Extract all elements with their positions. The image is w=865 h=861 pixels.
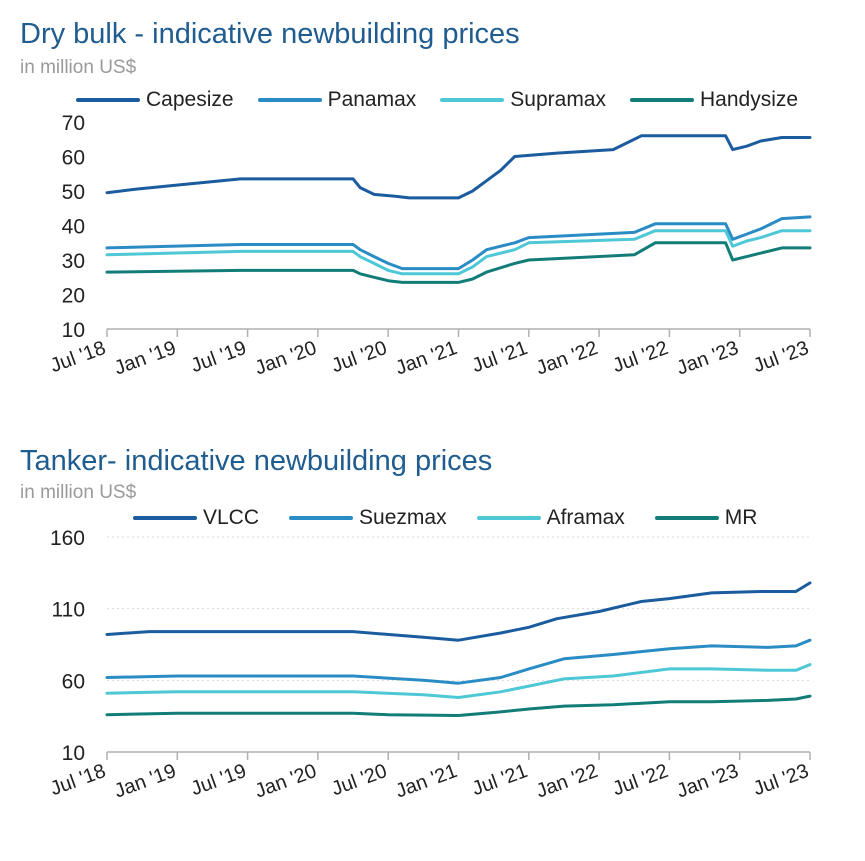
x-tick-label: Jul '19 [188, 760, 249, 800]
x-tick-label: Jan '22 [533, 760, 601, 803]
series-line-suezmax [105, 638, 812, 685]
y-tick-label: 10 [62, 319, 85, 342]
legend-label: Capesize [146, 88, 234, 111]
legend-item-panamax: Panamax [257, 88, 417, 112]
legend-item-capesize: Capesize [76, 88, 234, 112]
y-tick-label: 30 [62, 250, 85, 273]
legend-swatch [289, 516, 354, 520]
chart-subtitle: in million US$ [20, 57, 137, 78]
legend-label: Aframax [546, 506, 625, 529]
legend-swatch [654, 516, 719, 520]
y-tick-label: 10 [62, 742, 85, 765]
series-line-panamax [105, 215, 812, 271]
x-tick-label: Jan '19 [111, 760, 179, 803]
chart-legend: Capesize Panamax Supramax Handysize [76, 88, 798, 112]
chart-legend: VLCC Suezmax Aframax MR [133, 506, 757, 530]
chart-title: Dry bulk - indicative newbuilding prices [20, 18, 520, 50]
legend-label: MR [724, 506, 758, 529]
legend-label: Suezmax [359, 506, 447, 529]
y-tick-label: 110 [52, 599, 85, 622]
legend-swatch [630, 98, 694, 102]
series-line-vlcc [105, 581, 812, 642]
y-tick-label: 40 [62, 216, 85, 239]
legend-swatch [133, 516, 197, 520]
y-tick-label: 60 [62, 147, 85, 170]
x-tick-label: Jan '21 [393, 760, 461, 803]
series-line-mr [105, 694, 812, 717]
series-line-handysize [105, 241, 812, 284]
x-tick-label: Jan '20 [252, 760, 320, 803]
legend-label: VLCC [203, 506, 260, 529]
legend-item-mr: MR [654, 506, 758, 530]
legend-item-vlcc: VLCC [133, 506, 259, 530]
x-tick-label: Jul '23 [750, 760, 811, 800]
legend-label: Supramax [510, 88, 606, 111]
series-line-supramax [105, 229, 812, 276]
y-tick-label: 20 [62, 285, 85, 308]
legend-item-suezmax: Suezmax [289, 506, 447, 530]
dry-bulk-chart-panel: Dry bulk - indicative newbuilding prices… [0, 0, 865, 420]
y-tick-label: 160 [50, 527, 85, 550]
legend-item-aframax: Aframax [476, 506, 625, 530]
legend-label: Handysize [700, 88, 799, 111]
legend-swatch [76, 98, 140, 102]
chart-title: Tanker- indicative newbuilding prices [20, 445, 493, 477]
y-tick-label: 60 [62, 670, 85, 693]
legend-swatch [257, 98, 322, 102]
legend-item-handysize: Handysize [630, 88, 798, 112]
legend-swatch [440, 98, 505, 102]
y-tick-label: 50 [62, 181, 85, 204]
x-tick-label: Jul '22 [610, 760, 671, 800]
chart-subtitle: in million US$ [20, 482, 137, 503]
y-tick-label: 70 [62, 112, 85, 135]
legend-swatch [476, 516, 541, 520]
x-tick-label: Jul '18 [47, 760, 108, 800]
series-line-aframax [105, 663, 812, 699]
legend-label: Panamax [327, 88, 417, 111]
x-tick-label: Jul '20 [329, 760, 390, 800]
legend-item-supramax: Supramax [440, 88, 606, 112]
x-tick-label: Jul '21 [469, 760, 530, 800]
series-line-capesize [105, 134, 812, 200]
x-tick-label: Jan '23 [674, 760, 742, 803]
